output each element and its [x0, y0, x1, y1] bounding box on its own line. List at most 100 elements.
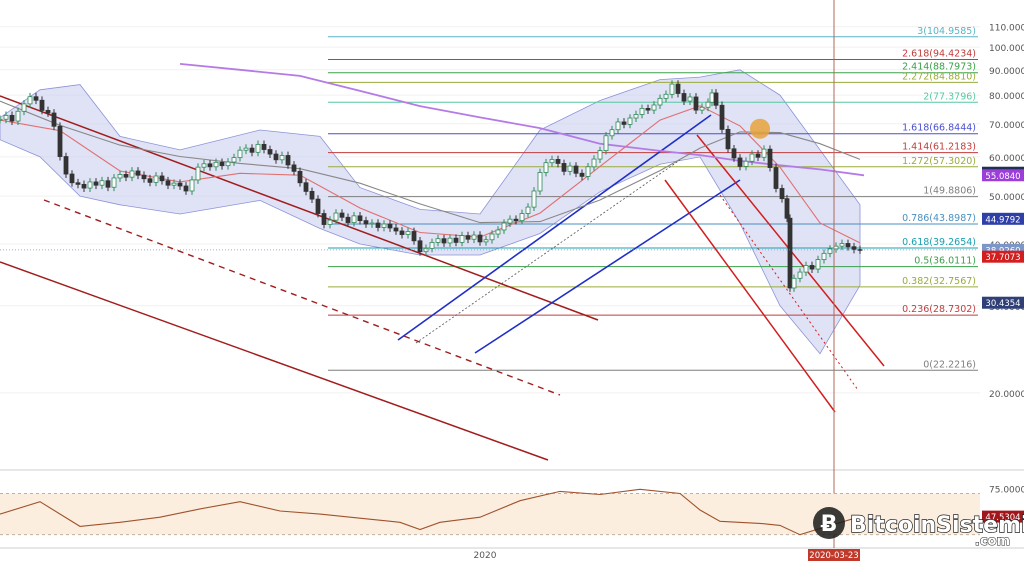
candle-body — [327, 219, 333, 225]
rsi-tick-label: 75.0000 — [989, 485, 1024, 495]
candle-body — [99, 180, 105, 186]
candle-body — [645, 107, 651, 111]
trendline — [415, 159, 681, 344]
candle-body — [603, 135, 609, 151]
candle-body — [117, 174, 123, 179]
candle-body — [417, 240, 423, 253]
candle-body — [669, 83, 675, 95]
candle-body — [657, 97, 663, 106]
bollinger-band — [0, 69, 861, 355]
candle-body — [465, 235, 471, 240]
price-badge-label: 37.7073 — [985, 253, 1020, 263]
trendline — [43, 199, 561, 396]
candle-body — [687, 96, 693, 102]
candle-body — [273, 153, 279, 161]
candle-body — [761, 148, 767, 158]
candle-body — [719, 104, 725, 130]
y-tick-label: 90.0000 — [989, 67, 1024, 77]
fib-level-label: 0.618(39.2654) — [902, 237, 976, 248]
candle-body — [279, 155, 285, 161]
candle-body — [447, 237, 453, 244]
candle-body — [9, 114, 15, 122]
candle-body — [749, 153, 755, 162]
highlight-marker — [750, 118, 770, 139]
candle-body — [357, 215, 363, 222]
candle-body — [0, 118, 3, 121]
candle-body — [743, 160, 749, 167]
candle-body — [681, 93, 687, 102]
candle-body — [809, 265, 815, 270]
trendline — [474, 179, 741, 354]
candle-body — [267, 149, 273, 155]
candle-body — [405, 231, 411, 235]
candle-body — [63, 156, 69, 175]
fib-level-label: 2.618(94.4234) — [902, 48, 976, 59]
candle-body — [27, 96, 33, 105]
candle-body — [597, 150, 603, 160]
candle-body — [441, 238, 447, 244]
price-badge — [982, 296, 1024, 309]
rsi-value-badge — [982, 510, 1024, 523]
candle-body — [585, 166, 591, 177]
fib-level-label: 2(77.3796) — [923, 91, 976, 102]
price-badge-label: 44.9792 — [985, 215, 1020, 225]
candle-body — [57, 125, 63, 157]
candle-body — [471, 234, 477, 240]
candle-body — [525, 206, 531, 214]
candle-body — [561, 163, 567, 172]
candle-body — [663, 93, 669, 99]
candle-body — [285, 155, 291, 166]
candle-body — [135, 170, 141, 176]
candle-body — [839, 243, 845, 247]
candle-body — [339, 212, 345, 218]
brand-watermark: Ƀ BitcoinSistemi.com — [813, 507, 1024, 550]
fib-level-label: 1(49.8806) — [923, 186, 976, 197]
candle-body — [773, 167, 779, 189]
candle-body — [755, 153, 761, 158]
candle-body — [315, 198, 321, 214]
candle-body — [791, 277, 797, 289]
price-badge — [982, 212, 1024, 225]
candle-body — [309, 190, 315, 200]
candle-body — [627, 117, 633, 125]
brand-logo-icon — [813, 507, 845, 539]
candle-body — [435, 238, 441, 243]
candle-body — [459, 235, 465, 243]
candle-body — [725, 128, 731, 150]
candle-body — [639, 107, 645, 115]
rsi-value-label: 47.5304 — [985, 513, 1020, 523]
candle-body — [537, 172, 543, 192]
candle-body — [851, 246, 857, 250]
brand-logo-glyph: Ƀ — [821, 512, 838, 537]
y-tick-label: 20.0000 — [989, 390, 1024, 400]
candle-body — [531, 190, 537, 208]
date-marker-badge — [808, 549, 860, 561]
candle-body — [39, 99, 45, 111]
candle-body — [231, 157, 237, 163]
candle-body — [579, 172, 585, 177]
chart-overlay: Ƀ BitcoinSistemi.com — [813, 507, 1024, 550]
candle-body — [165, 180, 171, 186]
candle-body — [453, 237, 459, 243]
fib-level-label: 2.272(84.8810) — [902, 71, 976, 82]
candle-body — [411, 231, 417, 242]
candle-body — [261, 143, 267, 150]
candle-body — [737, 157, 743, 167]
candle-body — [3, 114, 9, 120]
candle-body — [195, 166, 201, 181]
candle-body — [709, 92, 715, 103]
candle-body — [507, 218, 513, 224]
candle-body — [81, 183, 87, 189]
candle-body — [621, 121, 627, 125]
candle-body — [821, 252, 827, 260]
candle-body — [477, 234, 483, 243]
trendline — [0, 261, 549, 461]
candle-body — [321, 213, 327, 225]
candle-body — [363, 220, 369, 225]
candle-body — [567, 165, 573, 172]
candle-body — [387, 223, 393, 229]
candle-body — [543, 162, 549, 173]
price-badge — [982, 250, 1024, 263]
candle-body — [833, 245, 839, 250]
